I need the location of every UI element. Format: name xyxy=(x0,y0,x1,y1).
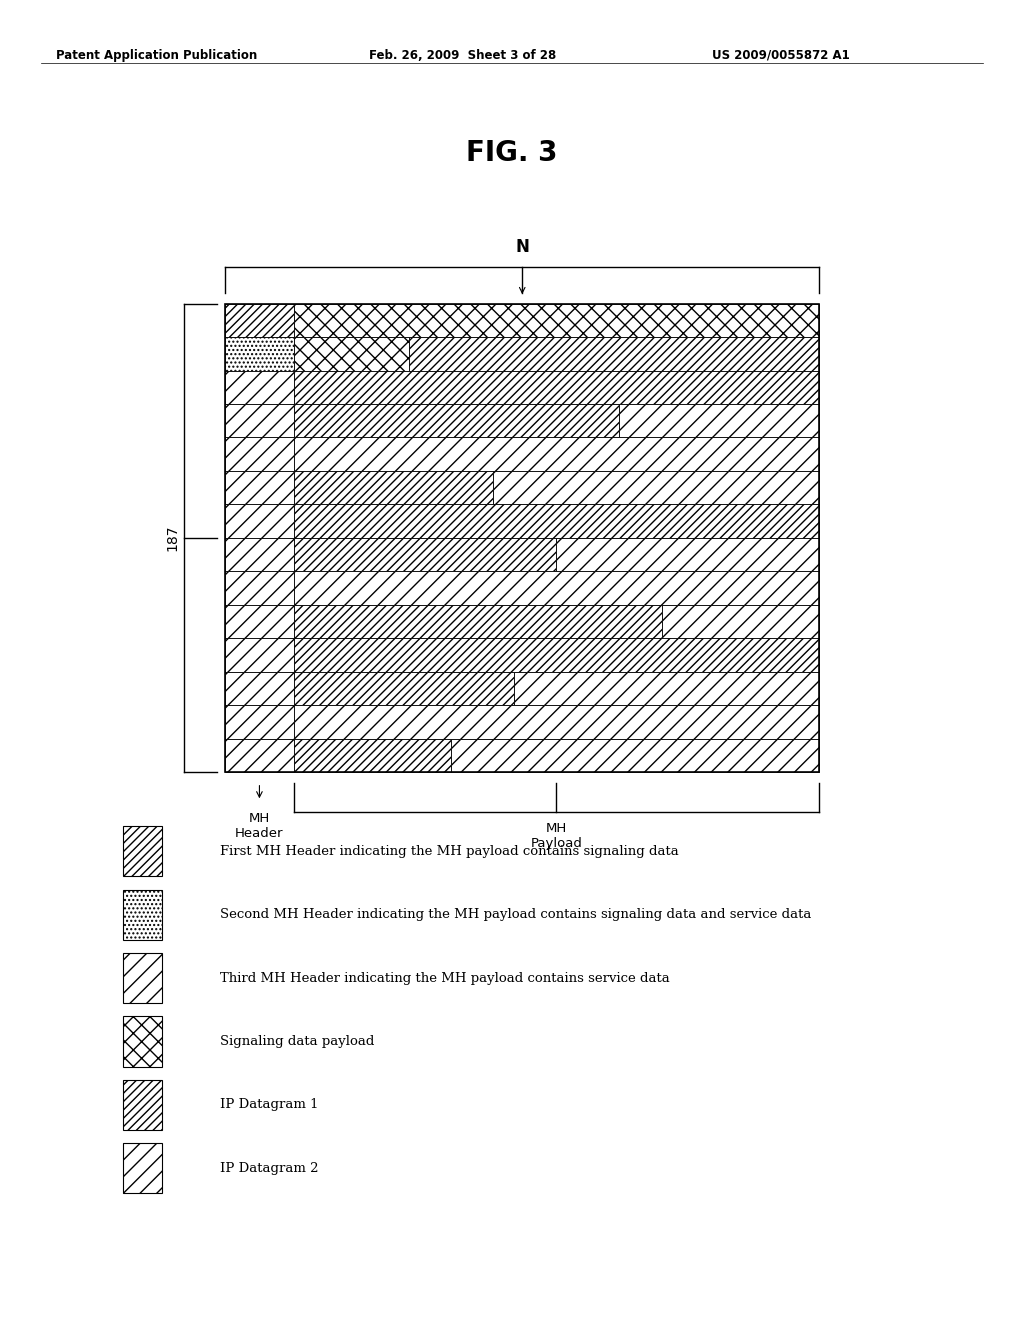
Bar xyxy=(123,890,162,940)
Text: Signaling data payload: Signaling data payload xyxy=(220,1035,375,1048)
Bar xyxy=(225,471,294,504)
Bar xyxy=(662,605,819,639)
Text: FIG. 3: FIG. 3 xyxy=(466,139,558,166)
Bar xyxy=(294,639,819,672)
Bar xyxy=(225,304,819,772)
Bar xyxy=(123,826,162,876)
Bar xyxy=(225,605,294,639)
Bar xyxy=(410,337,819,371)
Bar xyxy=(514,672,819,705)
Text: Third MH Header indicating the MH payload contains service data: Third MH Header indicating the MH payloa… xyxy=(220,972,670,985)
Bar xyxy=(225,705,294,739)
Bar xyxy=(294,371,819,404)
Bar xyxy=(494,471,819,504)
Bar xyxy=(294,504,819,539)
Text: N: N xyxy=(515,238,529,256)
Bar xyxy=(225,672,294,705)
Bar xyxy=(294,739,452,772)
Bar xyxy=(225,404,294,437)
Bar xyxy=(225,504,294,539)
Bar xyxy=(225,437,294,471)
Bar xyxy=(294,572,819,605)
Text: 187: 187 xyxy=(165,524,179,552)
Bar xyxy=(294,705,819,739)
Bar xyxy=(294,437,819,471)
Bar xyxy=(294,672,514,705)
Bar xyxy=(294,471,494,504)
Text: US 2009/0055872 A1: US 2009/0055872 A1 xyxy=(712,49,850,62)
Text: Feb. 26, 2009  Sheet 3 of 28: Feb. 26, 2009 Sheet 3 of 28 xyxy=(369,49,556,62)
Text: IP Datagram 1: IP Datagram 1 xyxy=(220,1098,318,1111)
Text: Patent Application Publication: Patent Application Publication xyxy=(56,49,258,62)
Bar xyxy=(123,1080,162,1130)
Bar xyxy=(123,953,162,1003)
Bar xyxy=(294,404,620,437)
Bar xyxy=(225,337,294,371)
Text: IP Datagram 2: IP Datagram 2 xyxy=(220,1162,318,1175)
Text: MH
Header: MH Header xyxy=(236,812,284,840)
Bar xyxy=(123,1016,162,1067)
Bar xyxy=(225,739,294,772)
Bar xyxy=(225,371,294,404)
Bar xyxy=(556,539,819,572)
Bar xyxy=(294,337,410,371)
Bar xyxy=(294,304,819,337)
Text: Second MH Header indicating the MH payload contains signaling data and service d: Second MH Header indicating the MH paylo… xyxy=(220,908,812,921)
Bar xyxy=(123,1143,162,1193)
Bar xyxy=(225,304,294,337)
Bar xyxy=(452,739,819,772)
Bar xyxy=(294,539,556,572)
Bar xyxy=(225,639,294,672)
Bar xyxy=(225,572,294,605)
Bar xyxy=(294,605,662,639)
Text: First MH Header indicating the MH payload contains signaling data: First MH Header indicating the MH payloa… xyxy=(220,845,679,858)
Text: MH
Payload: MH Payload xyxy=(530,822,583,850)
Bar xyxy=(225,539,294,572)
Bar xyxy=(620,404,819,437)
